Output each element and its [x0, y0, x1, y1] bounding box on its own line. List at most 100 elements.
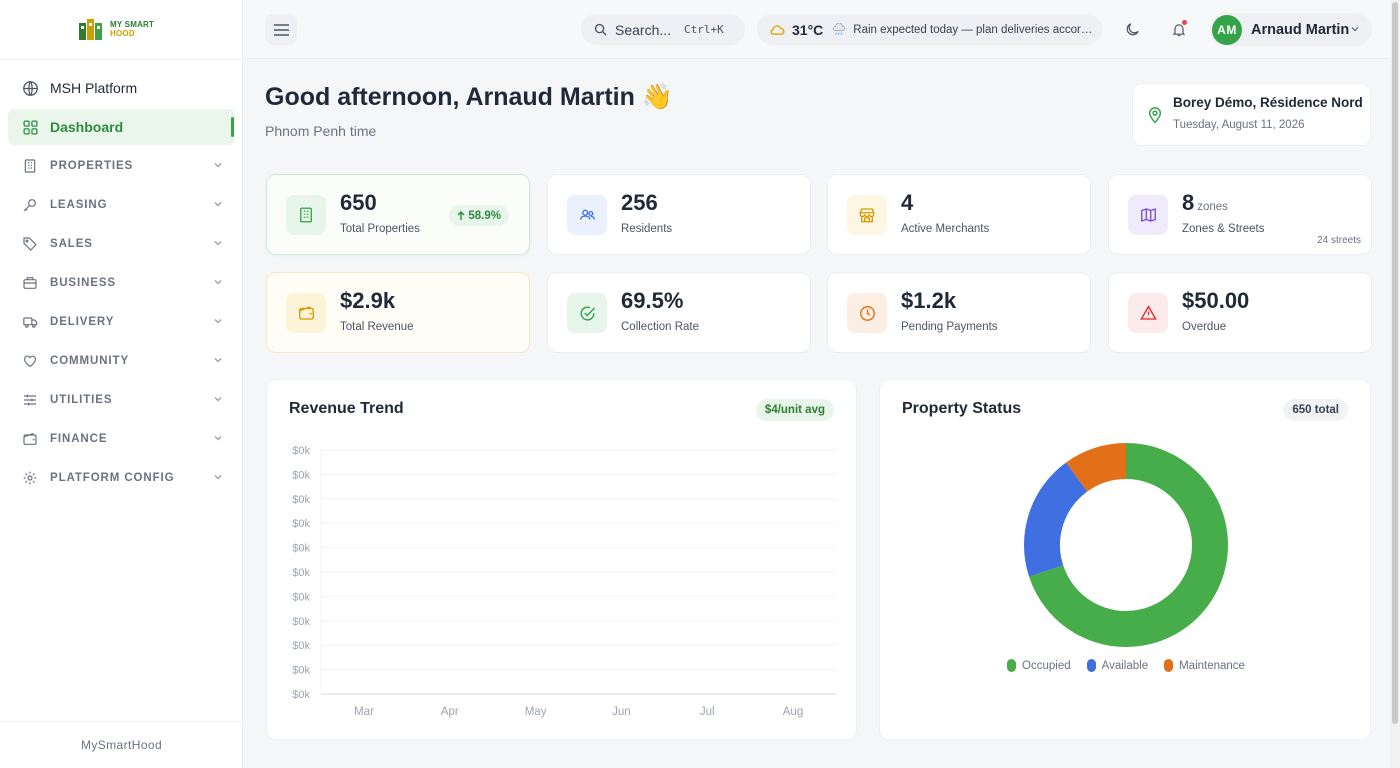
stat-label: Active Merchants	[901, 223, 990, 235]
revenue-line-chart[interactable]: $0k $0k $0k $0k $0k $0k $0k $0k $0k $0k $0k Mar Apr M…	[267, 380, 858, 741]
x-tick-label: Aug	[783, 706, 803, 718]
stat-label: Total Revenue	[340, 321, 414, 333]
y-tick-label: $0k	[292, 665, 310, 677]
sidebar-item-label: FINANCE	[50, 433, 108, 445]
stat-label: Zones & Streets	[1182, 223, 1265, 235]
building-icon	[21, 157, 39, 175]
scrollbar-thumb[interactable]	[1392, 2, 1398, 724]
map-icon	[1128, 195, 1168, 235]
sidebar-item-platform-config[interactable]: PLATFORM CONFIG	[8, 460, 235, 496]
hamburger-icon	[273, 23, 289, 36]
y-tick-label: $0k	[292, 445, 310, 457]
theme-toggle-button[interactable]	[1116, 14, 1148, 45]
legend-item-maintenance[interactable]: Maintenance	[1164, 659, 1245, 672]
brand-logo[interactable]: MY SMART HOOD	[78, 17, 154, 41]
bell-icon	[1172, 24, 1186, 37]
chevron-down-icon	[214, 280, 222, 285]
stat-value: 256	[621, 190, 658, 215]
chevron-down-icon	[214, 397, 222, 402]
sidebar-item-label: PROPERTIES	[50, 160, 134, 172]
stat-unit: zones	[1197, 201, 1228, 213]
wallet-icon	[286, 293, 326, 333]
stat-card-overdue[interactable]: $50.00 Overdue	[1108, 272, 1372, 353]
y-tick-label: $0k	[292, 518, 310, 530]
stat-card-zones[interactable]: 8 zones Zones & Streets 24 streets	[1108, 174, 1372, 255]
sidebar-item-properties[interactable]: PROPERTIES	[8, 148, 235, 184]
notification-dot	[1182, 20, 1187, 25]
panel-title: Property Status	[902, 400, 1022, 417]
chevron-down-icon	[214, 475, 222, 480]
sidebar-item-label: MSH Platform	[50, 80, 138, 96]
search-placeholder: Search...	[615, 21, 672, 38]
sidebar-item-delivery[interactable]: DELIVERY	[8, 304, 235, 340]
house-logo-icon	[78, 17, 104, 41]
store-icon	[847, 195, 887, 235]
x-tick-label: Mar	[354, 706, 374, 718]
legend-item-available[interactable]: Available	[1086, 659, 1149, 672]
x-tick-label: Apr	[441, 706, 459, 718]
sidebar-footer-divider	[0, 721, 243, 722]
search-input[interactable]: Search... Ctrl+K	[581, 14, 745, 45]
stat-value: $2.9k	[340, 288, 396, 313]
location-card[interactable]: Borey Démo, Résidence Nord Tuesday, Augu…	[1132, 83, 1371, 146]
gear-icon	[21, 469, 39, 487]
page-title: Good afternoon, Arnaud Martin 👋	[265, 83, 673, 111]
legend-swatch	[1164, 659, 1174, 672]
y-tick-label: $0k	[292, 567, 310, 579]
briefcase-icon	[21, 274, 39, 292]
legend-label: Available	[1101, 659, 1149, 672]
check-circle-icon	[567, 293, 607, 333]
map-pin-icon	[1148, 107, 1162, 124]
scrollbar[interactable]	[1390, 0, 1400, 768]
arrow-up-icon	[457, 210, 465, 220]
menu-toggle-button[interactable]	[265, 14, 297, 45]
legend-label: Occupied	[1022, 659, 1071, 672]
sidebar-item-label: UTILITIES	[50, 394, 113, 406]
property-status-donut[interactable]	[880, 380, 1372, 680]
chevron-down-icon	[214, 358, 222, 363]
chevron-down-icon	[214, 241, 222, 246]
sidebar-item-utilities[interactable]: UTILITIES	[8, 382, 235, 418]
rain-cloud-icon	[833, 22, 846, 35]
y-tick-label: $0k	[292, 640, 310, 652]
chevron-down-icon	[214, 163, 222, 168]
temperature: 31°C	[792, 21, 824, 38]
logo-line-2: HOOD	[110, 29, 135, 38]
location-name: Borey Démo, Résidence Nord	[1173, 95, 1363, 110]
sidebar-item-label: COMMUNITY	[50, 355, 130, 367]
search-shortcut: Ctrl+K	[684, 23, 724, 36]
sidebar-item-msh-platform[interactable]: MSH Platform	[8, 70, 235, 106]
sidebar-item-sales[interactable]: SALES	[8, 226, 235, 262]
stat-card-total-properties[interactable]: 650 Total Properties 58.9%	[266, 174, 530, 255]
stat-value: 69.5%	[621, 288, 684, 313]
stat-card-active-merchants[interactable]: 4 Active Merchants	[827, 174, 1091, 255]
stat-card-total-revenue[interactable]: $2.9k Total Revenue	[266, 272, 530, 353]
trend-value: 58.9%	[468, 209, 501, 222]
sidebar-item-finance[interactable]: FINANCE	[8, 421, 235, 457]
sidebar-item-dashboard[interactable]: Dashboard	[8, 109, 235, 145]
tag-icon	[21, 235, 39, 253]
stat-card-collection-rate[interactable]: 69.5% Collection Rate	[547, 272, 811, 353]
sidebar-item-community[interactable]: COMMUNITY	[8, 343, 235, 379]
user-menu[interactable]: AM Arnaud Martin	[1210, 13, 1372, 46]
y-tick-label: $0k	[292, 469, 310, 481]
sidebar-nav: MSH Platform Dashboard PROPERTIES LEASIN…	[8, 70, 235, 499]
sidebar-item-leasing[interactable]: LEASING	[8, 187, 235, 223]
key-icon	[21, 196, 39, 214]
legend-swatch	[1086, 659, 1096, 672]
revenue-trend-panel: Revenue Trend $4/unit avg $0k $0k $0k $0k $0…	[266, 379, 857, 740]
stat-card-pending-payments[interactable]: $1.2k Pending Payments	[827, 272, 1091, 353]
warning-icon	[1128, 293, 1168, 333]
legend-item-occupied[interactable]: Occupied	[1007, 659, 1071, 672]
sidebar-divider	[0, 59, 243, 60]
stat-card-residents[interactable]: 256 Residents	[547, 174, 811, 255]
property-status-panel: Property Status 650 total Occupied Availa…	[879, 379, 1371, 740]
legend-label: Maintenance	[1179, 659, 1245, 672]
moon-icon	[1126, 23, 1139, 36]
notifications-button[interactable]	[1163, 14, 1195, 45]
weather-widget[interactable]: 31°C Rain expected today — plan deliveri…	[757, 14, 1102, 45]
stat-label: Pending Payments	[901, 321, 998, 333]
sidebar-item-business[interactable]: BUSINESS	[8, 265, 235, 301]
streets-count: 24 streets	[1317, 235, 1361, 246]
chevron-down-icon	[214, 319, 222, 324]
